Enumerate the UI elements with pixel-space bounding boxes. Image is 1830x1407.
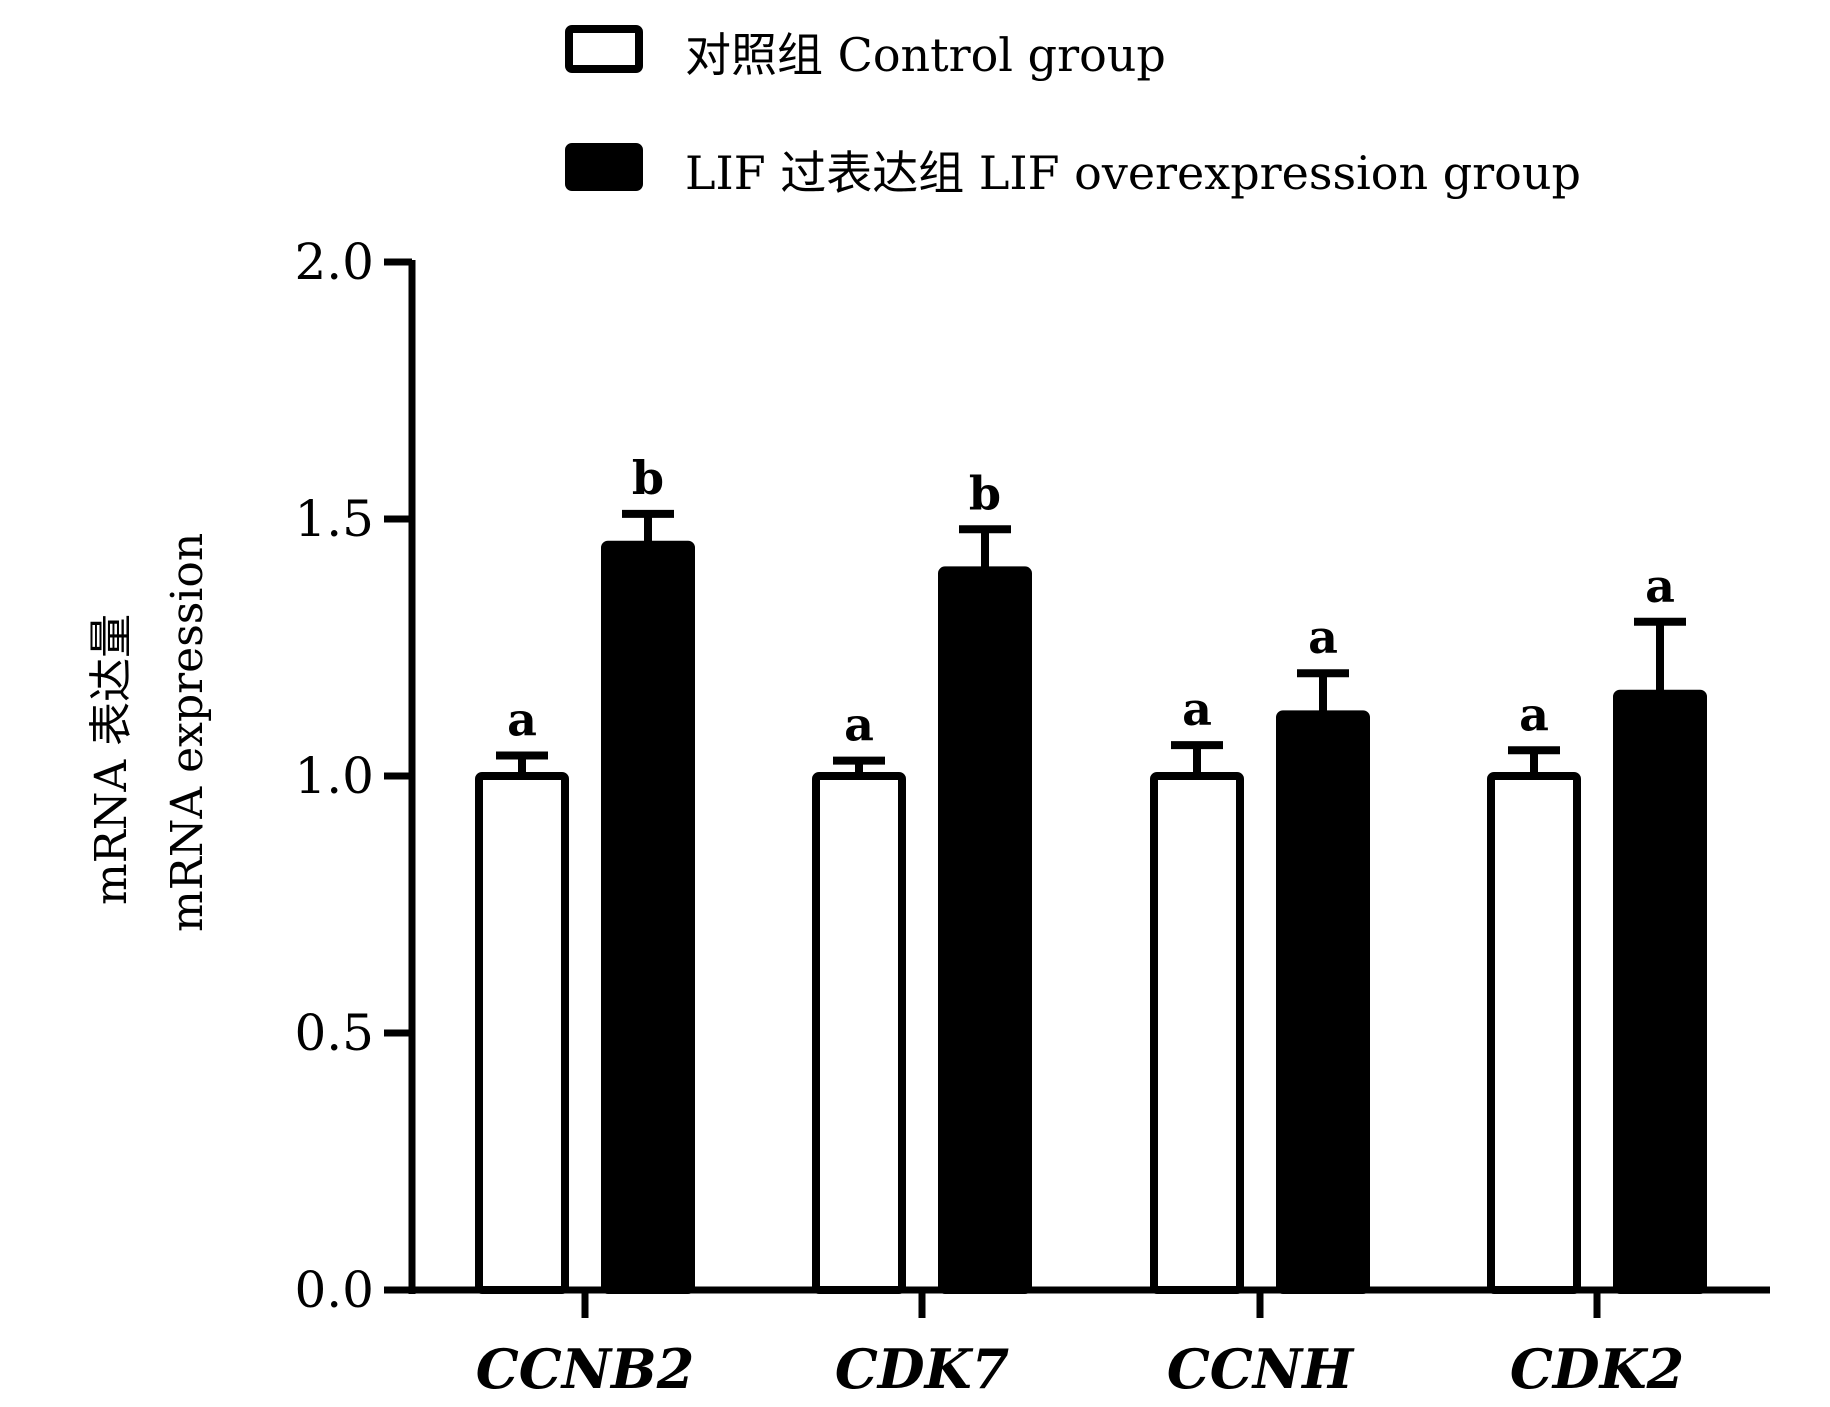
bar: [1150, 772, 1244, 1294]
bar: [938, 566, 1032, 1294]
x-tick-label: CDK7: [835, 1337, 1009, 1401]
legend-swatch-control: [565, 25, 643, 73]
bar: [1276, 710, 1370, 1294]
bars: [475, 509, 1707, 1294]
bar: [475, 772, 569, 1294]
y-axis-label-line2: mRNA expression: [162, 532, 213, 932]
significance-label: a: [1308, 610, 1338, 664]
x-tick-label: CCNB2: [476, 1337, 695, 1401]
y-axis-label-line1: mRNA 表达量: [86, 613, 137, 905]
legend-label-lif: LIF 过表达组 LIF overexpression group: [685, 146, 1581, 200]
y-tick-label: 0.0: [294, 1261, 374, 1319]
x-tick-label: CCNH: [1167, 1337, 1355, 1401]
bar: [1487, 772, 1581, 1294]
y-tick-label: 2.0: [294, 233, 374, 291]
significance-label: b: [632, 451, 664, 505]
significance-label: a: [1519, 687, 1549, 741]
significance-label: a: [1645, 559, 1675, 613]
y-tick-label: 1.0: [294, 747, 374, 805]
significance-label: a: [844, 698, 874, 752]
legend-swatch-lif: [565, 143, 643, 191]
y-tick-label: 0.5: [294, 1004, 374, 1062]
legend-label-control: 对照组 Control group: [685, 28, 1166, 82]
bar: [812, 772, 906, 1294]
y-tick-label: 1.5: [294, 490, 374, 548]
x-tick-label: CDK2: [1510, 1337, 1684, 1401]
labels: CCNB2 a b CDK7 a b CCNH a a CDK2 a a: [476, 451, 1684, 1401]
bar: [1613, 689, 1707, 1294]
significance-label: a: [507, 692, 537, 746]
bar: [601, 540, 695, 1294]
significance-label: a: [1182, 682, 1212, 736]
significance-label: b: [969, 466, 1001, 520]
